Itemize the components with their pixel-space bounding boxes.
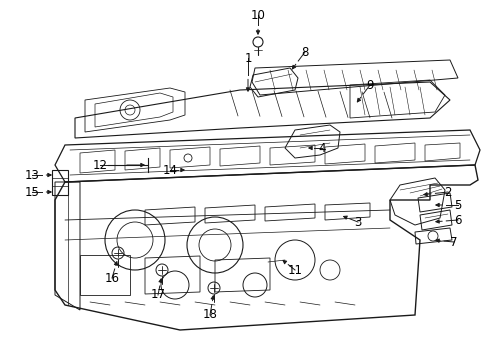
Text: 11: 11 xyxy=(288,264,302,276)
Text: 14: 14 xyxy=(163,163,177,176)
Text: 3: 3 xyxy=(354,216,362,229)
Text: 7: 7 xyxy=(450,235,458,248)
Text: 4: 4 xyxy=(318,141,326,154)
Text: 8: 8 xyxy=(301,45,309,59)
Text: 9: 9 xyxy=(366,78,374,91)
Text: 17: 17 xyxy=(150,288,166,302)
Text: 12: 12 xyxy=(93,158,107,171)
Text: 10: 10 xyxy=(250,9,266,22)
Text: 5: 5 xyxy=(454,198,462,212)
Text: 13: 13 xyxy=(24,168,39,181)
Text: 6: 6 xyxy=(454,213,462,226)
Text: 16: 16 xyxy=(104,271,120,284)
Text: 2: 2 xyxy=(444,185,452,198)
Text: 18: 18 xyxy=(202,309,218,321)
Text: 15: 15 xyxy=(24,185,39,198)
Text: 1: 1 xyxy=(244,51,252,64)
